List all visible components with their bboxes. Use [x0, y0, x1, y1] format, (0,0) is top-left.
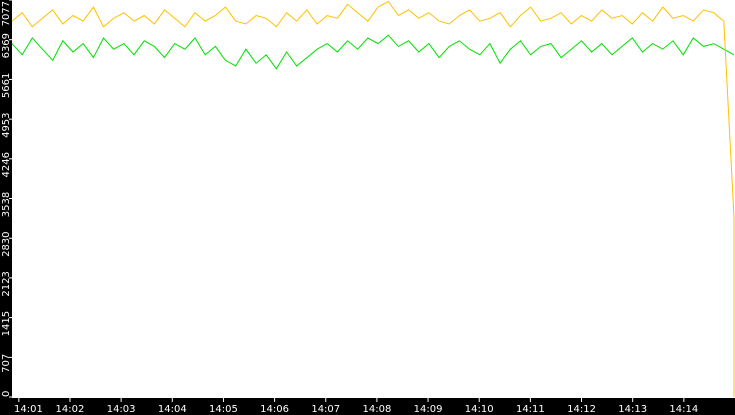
y-tick-label: 4246 [1, 152, 12, 177]
x-tick-label: 14:12 [567, 404, 596, 415]
y-tick-label: 2830 [1, 231, 12, 256]
x-tick-label: 14:11 [516, 404, 545, 415]
x-tick-label: 14:06 [260, 404, 289, 415]
y-tick-label: 5661 [1, 73, 12, 98]
x-tick-label: 14:04 [158, 404, 187, 415]
x-tick-label: 14:14 [669, 404, 698, 415]
y-tick-label: 2123 [1, 271, 12, 296]
series-line-0 [11, 0, 735, 397]
y-tick-label: 4953 [1, 112, 12, 137]
x-tick-label: 14:13 [618, 404, 647, 415]
x-tick-label: 14:01 [14, 404, 43, 415]
y-axis-band [0, 0, 12, 415]
y-tick-label: 707 [1, 354, 12, 373]
x-tick-label: 14:08 [362, 404, 391, 415]
y-tick-label: 7077 [1, 1, 12, 26]
x-tick-label: 14:10 [465, 404, 494, 415]
x-axis-band [0, 398, 735, 415]
y-tick-label: 6369 [1, 33, 12, 58]
x-tick-label: 14:07 [311, 404, 340, 415]
x-tick-label: 14:09 [414, 404, 443, 415]
x-tick-label: 14:05 [209, 404, 238, 415]
y-tick-label: 0 [1, 391, 12, 397]
y-tick-label: 1415 [1, 311, 12, 336]
x-tick-label: 14:03 [107, 404, 136, 415]
y-tick-label: 3538 [1, 192, 12, 217]
series-line-1 [11, 34, 735, 70]
x-tick-label: 14:02 [56, 404, 85, 415]
